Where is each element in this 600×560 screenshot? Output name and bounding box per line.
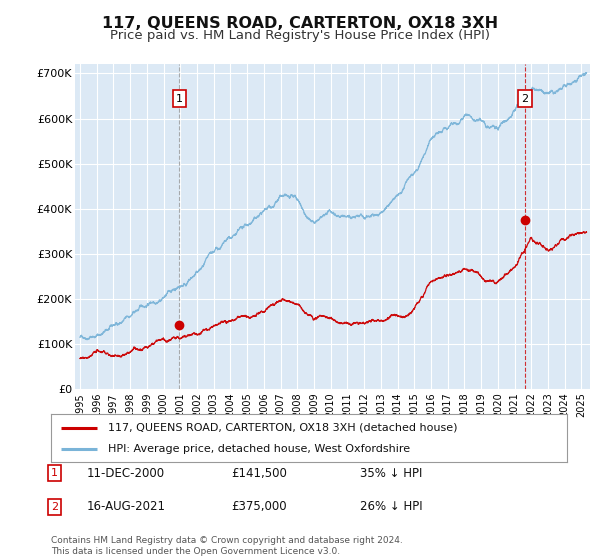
Text: 117, QUEENS ROAD, CARTERTON, OX18 3XH: 117, QUEENS ROAD, CARTERTON, OX18 3XH bbox=[102, 16, 498, 31]
Text: 2: 2 bbox=[51, 502, 58, 512]
Text: £375,000: £375,000 bbox=[231, 500, 287, 514]
Text: 1: 1 bbox=[176, 94, 183, 104]
Text: 35% ↓ HPI: 35% ↓ HPI bbox=[360, 466, 422, 480]
Text: HPI: Average price, detached house, West Oxfordshire: HPI: Average price, detached house, West… bbox=[108, 444, 410, 454]
Text: 16-AUG-2021: 16-AUG-2021 bbox=[87, 500, 166, 514]
Text: Contains HM Land Registry data © Crown copyright and database right 2024.
This d: Contains HM Land Registry data © Crown c… bbox=[51, 536, 403, 556]
Text: 1: 1 bbox=[51, 468, 58, 478]
Text: 11-DEC-2000: 11-DEC-2000 bbox=[87, 466, 165, 480]
Text: £141,500: £141,500 bbox=[231, 466, 287, 480]
Text: Price paid vs. HM Land Registry's House Price Index (HPI): Price paid vs. HM Land Registry's House … bbox=[110, 29, 490, 42]
Text: 26% ↓ HPI: 26% ↓ HPI bbox=[360, 500, 422, 514]
Text: 2: 2 bbox=[521, 94, 529, 104]
Text: 117, QUEENS ROAD, CARTERTON, OX18 3XH (detached house): 117, QUEENS ROAD, CARTERTON, OX18 3XH (d… bbox=[108, 423, 457, 433]
